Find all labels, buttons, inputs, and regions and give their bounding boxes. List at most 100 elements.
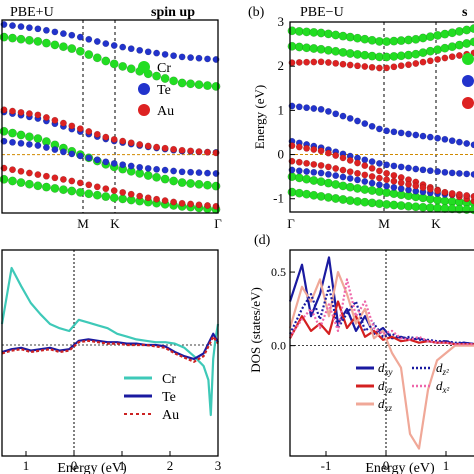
panel-d-ylabel: DOS (states/eV)	[248, 287, 263, 373]
band-point	[303, 58, 311, 66]
band-point	[463, 140, 471, 147]
band-point	[339, 60, 347, 68]
band-point	[339, 112, 347, 120]
band-point	[303, 104, 311, 112]
dos-line-te	[1, 332, 219, 361]
band-point	[324, 149, 332, 157]
band-point	[67, 44, 77, 54]
band-point	[383, 161, 391, 169]
band-point	[76, 179, 84, 187]
panel-a-xtick: Γ	[214, 216, 222, 231]
band-point	[332, 110, 340, 118]
panel-a-annotation: spin up	[151, 5, 195, 20]
band-point	[368, 158, 376, 166]
band-point	[455, 169, 463, 177]
band-point	[161, 197, 169, 205]
band-point	[186, 179, 196, 188]
band-point	[346, 174, 354, 182]
band-point	[211, 181, 221, 191]
band-point	[58, 42, 68, 52]
panel-c: 1 0 1 2 3 Energy (eV) Cr Te Au	[0, 249, 222, 474]
band-point	[110, 42, 118, 49]
band-point	[152, 71, 162, 81]
band-point	[454, 26, 464, 36]
dos-line-cr	[0, 266, 220, 417]
band-point	[332, 152, 340, 159]
band-point	[178, 168, 186, 176]
band-point	[426, 133, 434, 141]
band-point	[42, 114, 50, 121]
panel-b-xtick: Γ	[287, 216, 295, 231]
band-point	[441, 54, 449, 62]
band-point	[434, 187, 442, 195]
band-point	[397, 163, 405, 171]
band-point	[316, 191, 326, 201]
panel-d-xlabel: Energy (eV)	[365, 461, 435, 474]
band-point	[463, 170, 471, 178]
band-point	[462, 25, 472, 35]
band-point	[354, 169, 361, 177]
x-tick-label: 3	[215, 458, 222, 473]
band-point	[346, 168, 354, 176]
band-point	[203, 180, 212, 190]
band-point	[161, 166, 169, 174]
band-point	[110, 135, 118, 143]
x-tick-label: 0	[71, 458, 78, 473]
band-point	[390, 171, 398, 179]
band-point	[405, 164, 412, 172]
y-tick-label: -1	[273, 191, 284, 206]
band-point	[42, 144, 50, 151]
panel-a-frame	[1, 19, 219, 214]
band-point	[412, 182, 420, 190]
band-point	[411, 49, 421, 59]
band-point	[178, 146, 186, 154]
band-point	[434, 134, 442, 142]
band-point	[345, 182, 355, 192]
band-point	[92, 190, 102, 200]
legend-label-dx2: dx²	[436, 378, 449, 395]
band-point	[93, 130, 101, 138]
band-point	[419, 184, 427, 192]
band-point	[317, 161, 325, 169]
band-point	[204, 202, 211, 209]
band-point	[144, 164, 152, 172]
band-point	[317, 105, 325, 113]
band-point	[368, 173, 376, 180]
band-point	[433, 195, 443, 205]
band-point	[110, 159, 118, 167]
legend-label-dxy: dxy	[378, 360, 393, 377]
band-point	[353, 183, 362, 193]
band-point	[119, 43, 127, 51]
band-point	[9, 166, 16, 174]
band-point	[101, 56, 111, 66]
band-point	[316, 28, 326, 38]
band-point	[101, 192, 111, 202]
x-tick-label: 1	[23, 458, 30, 473]
band-point	[33, 134, 43, 144]
panel-b-title: PBE−U	[300, 5, 344, 20]
band-point	[51, 146, 59, 154]
band-point	[316, 177, 326, 187]
x-tick-label: 2	[167, 458, 174, 473]
band-point	[390, 162, 398, 170]
panel-b-annotation: s	[462, 5, 468, 20]
dos-line-orbital	[288, 271, 474, 450]
band-point	[187, 147, 195, 155]
band-point	[92, 53, 102, 63]
band-point	[34, 171, 42, 179]
band-point	[84, 189, 94, 199]
band-point	[303, 168, 311, 175]
band-point	[323, 178, 333, 188]
panel-d-lines	[288, 250, 474, 456]
band-point	[85, 128, 93, 135]
band-point	[195, 201, 203, 209]
band-point	[412, 165, 420, 173]
y-tick-label: 0.0	[271, 339, 286, 353]
band-point	[42, 172, 50, 180]
panel-a-legend: Cr Te Au	[138, 61, 174, 119]
band-point	[136, 141, 144, 148]
panel-a: PBE+U spin up M K Γ Cr Te Au	[0, 5, 222, 231]
panel-b-yticks: -1 0 1 2 3	[273, 14, 295, 206]
band-point	[331, 30, 341, 40]
